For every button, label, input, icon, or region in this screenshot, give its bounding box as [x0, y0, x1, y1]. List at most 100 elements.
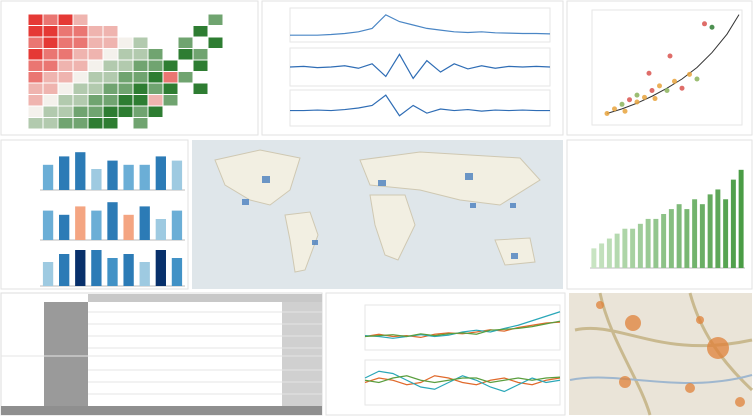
heat-cell	[28, 106, 43, 117]
heat-cell	[73, 95, 88, 106]
bar	[171, 210, 183, 240]
scatter-point	[679, 85, 685, 91]
heat-cell	[43, 72, 58, 83]
bar	[59, 156, 70, 190]
map-marker	[470, 203, 476, 208]
heat-cell	[58, 95, 73, 106]
scatter-point	[649, 88, 655, 93]
bar	[59, 214, 70, 240]
heat-cell	[73, 37, 88, 48]
heat-cell	[58, 26, 73, 37]
heat-cell	[88, 26, 103, 37]
heat-cell	[73, 26, 88, 37]
heat-cell	[148, 106, 163, 117]
heat-cell	[133, 49, 148, 60]
table-header	[88, 294, 322, 302]
heat-cell	[58, 49, 73, 60]
line-series	[364, 375, 561, 384]
heat-cell	[193, 60, 208, 71]
bar	[630, 228, 636, 268]
bar	[707, 194, 713, 268]
scatter-point	[664, 88, 670, 93]
plot-frame	[289, 7, 551, 43]
bar	[139, 164, 150, 190]
bar	[123, 164, 134, 190]
heat-cell	[28, 37, 43, 48]
bar	[139, 206, 150, 240]
panel	[261, 0, 564, 136]
line-series	[364, 321, 561, 339]
panel	[566, 139, 753, 290]
heat-cell	[73, 83, 88, 94]
bar	[42, 210, 54, 240]
heat-cell	[28, 95, 43, 106]
heat-cell	[73, 14, 88, 25]
map-bubble	[596, 301, 604, 309]
heat-cell	[88, 37, 103, 48]
map-marker	[312, 240, 318, 245]
heat-cell	[43, 60, 58, 71]
map-bubble	[735, 397, 745, 407]
scatter-point	[634, 92, 640, 98]
map-marker	[465, 173, 473, 180]
heat-cell	[88, 118, 103, 129]
heat-cell	[193, 26, 208, 37]
heat-cell	[28, 83, 43, 94]
heat-cell	[73, 118, 88, 129]
heat-cell	[43, 95, 58, 106]
scatter-point	[642, 94, 647, 100]
map-bubble	[696, 316, 704, 324]
heat-cell	[28, 72, 43, 83]
scatter-point	[604, 111, 610, 116]
city-map	[569, 292, 753, 416]
bar	[123, 254, 134, 286]
bar	[123, 214, 134, 240]
map-marker	[262, 176, 270, 183]
heat-cell	[58, 60, 73, 71]
bar	[653, 218, 659, 268]
bar	[75, 250, 86, 286]
line-series	[364, 375, 561, 386]
bar	[645, 218, 651, 268]
panel	[325, 292, 566, 416]
bar	[614, 233, 620, 268]
heat-cell	[43, 106, 58, 117]
map-bubble	[685, 383, 695, 393]
scatter-point	[622, 108, 628, 114]
heat-cell	[43, 49, 58, 60]
scatter-point	[657, 83, 662, 89]
heat-cell	[163, 60, 178, 71]
heat-cell	[73, 60, 88, 71]
bar	[75, 206, 86, 240]
heat-cell	[133, 106, 148, 117]
bar	[668, 209, 674, 268]
plot-frame	[289, 89, 551, 127]
heat-cell	[133, 95, 148, 106]
heat-cell	[28, 49, 43, 60]
land	[214, 149, 301, 206]
heat-cell	[103, 83, 118, 94]
line-series	[364, 320, 561, 338]
heat-cell	[58, 72, 73, 83]
scatter-point	[652, 96, 658, 102]
land	[284, 211, 319, 273]
table-total-row	[1, 406, 322, 415]
bar	[171, 258, 183, 286]
heat-cell	[88, 60, 103, 71]
heat-cell	[28, 14, 43, 25]
heat-cell	[118, 72, 133, 83]
river	[569, 374, 753, 384]
heat-cell	[208, 14, 223, 25]
line-series	[364, 311, 561, 339]
heat-cell	[103, 106, 118, 117]
heat-cell	[103, 60, 118, 71]
bar	[139, 262, 150, 286]
heat-cell	[118, 106, 133, 117]
bar	[591, 248, 597, 268]
heat-cell	[88, 49, 103, 60]
heat-cell	[133, 37, 148, 48]
table-total-column	[282, 302, 322, 406]
heat-cell	[28, 118, 43, 129]
